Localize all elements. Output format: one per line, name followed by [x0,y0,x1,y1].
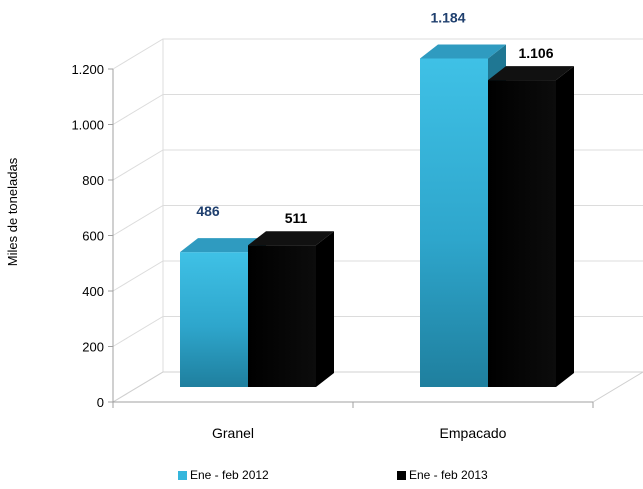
data-labels: 486 511 1.184 1.106 [196,9,553,226]
legend-swatch-2013 [397,470,406,480]
y-tick-label: 1.200 [71,62,104,77]
legend-item-2012: Ene - feb 2012 [178,468,269,482]
bar-empacado-1 [488,66,574,388]
data-label: 511 [285,210,308,226]
bar-top [420,44,506,59]
y-tick-label: 200 [82,340,104,355]
data-label: 1.106 [518,45,553,61]
category-label: Granel [212,425,254,441]
bar-side [316,231,334,387]
category-labels: Granel Empacado [212,425,507,441]
y-tick-labels: 0 200 400 600 800 1.000 1.200 [71,62,104,410]
y-tick-label: 400 [82,284,104,299]
y-axis-label: Miles de toneladas [5,157,20,266]
bar-top [248,231,334,246]
bar-side [556,66,574,388]
legend-item-2013: Ene - feb 2013 [397,468,488,482]
y-tick-label: 1.000 [71,118,104,133]
category-label: Empacado [440,425,507,441]
bar-front [248,245,316,387]
y-tick-label: 800 [82,173,104,188]
bar-granel-1 [248,231,334,387]
bars [180,44,574,388]
bar-front [180,252,248,387]
bar-top [180,238,266,253]
bar-front [488,80,556,388]
legend-label-2013: Ene - feb 2013 [409,468,488,482]
bar-top [488,66,574,81]
bar-front [420,58,488,387]
data-label: 486 [196,203,220,219]
y-tick-label: 600 [82,229,104,244]
legend-swatch-2012 [178,470,187,480]
gridline [112,38,643,70]
y-tick-label: 0 [97,395,104,410]
axes [108,68,594,408]
data-label: 1.184 [430,9,465,25]
legend-label-2012: Ene - feb 2012 [190,468,269,482]
